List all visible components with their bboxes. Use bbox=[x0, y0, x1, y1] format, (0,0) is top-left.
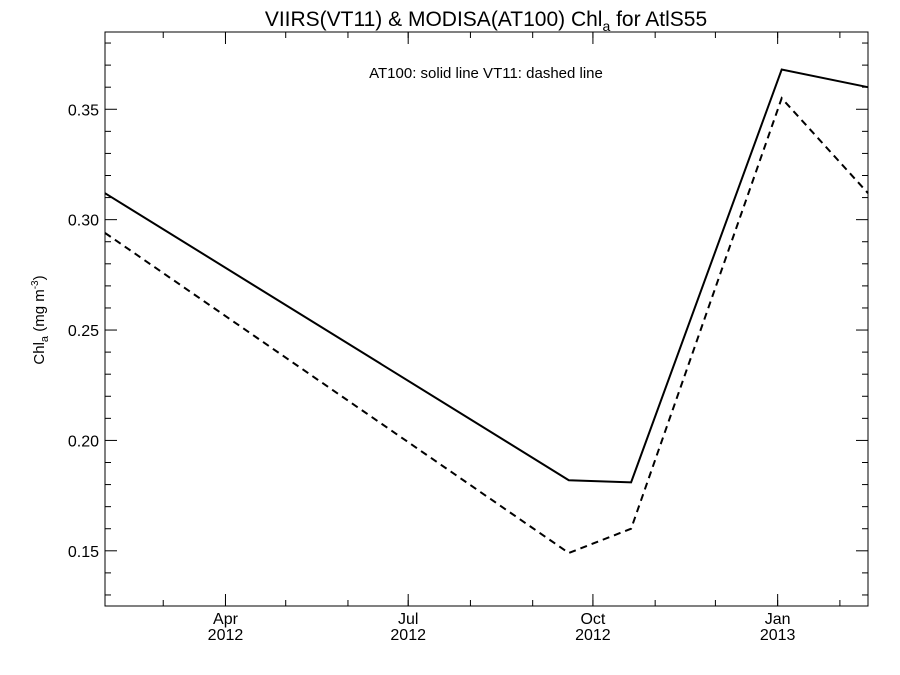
x-tick-label-year: 2012 bbox=[208, 627, 244, 644]
y-tick-label: 0.20 bbox=[68, 433, 99, 450]
chart-annotation: AT100: solid line VT11: dashed line bbox=[369, 65, 603, 82]
x-tick-label-year: 2013 bbox=[760, 627, 796, 644]
y-axis: 0.15 0.20 0.25 0.30 0.35 bbox=[68, 42, 868, 596]
series-line-at100 bbox=[104, 68, 869, 484]
y-tick-label: 0.25 bbox=[68, 323, 99, 340]
y-tick-label: 0.15 bbox=[68, 544, 99, 561]
x-tick-label-month: Jul bbox=[398, 611, 418, 628]
chart-title-tail: for AtlS55 bbox=[610, 8, 707, 31]
y-tick-label: 0.30 bbox=[68, 213, 99, 230]
x-tick-label-month: Jan bbox=[765, 611, 791, 628]
y-axis-label-unit-pre: (mg m bbox=[31, 289, 48, 336]
x-tick-label-month: Apr bbox=[213, 611, 239, 628]
plot-area-frame bbox=[104, 31, 869, 607]
y-axis-label-main: Chl bbox=[31, 342, 48, 365]
series-line-vt11 bbox=[104, 96, 869, 555]
series-layer bbox=[104, 68, 869, 555]
x-tick-label-month: Oct bbox=[580, 611, 605, 628]
y-axis-label: Chla (mg m-3) bbox=[30, 275, 51, 364]
x-tick-label-year: 2012 bbox=[390, 627, 426, 644]
y-axis-label-unit-sup: -3 bbox=[30, 280, 41, 289]
chart-title: VIIRS(VT11) & MODISA(AT100) Chla for Atl… bbox=[265, 8, 707, 34]
y-tick-label: 0.35 bbox=[68, 102, 99, 119]
chart-title-sub: a bbox=[602, 18, 610, 34]
x-tick-label-year: 2012 bbox=[575, 627, 611, 644]
y-axis-label-unit-post: ) bbox=[31, 275, 48, 280]
y-axis-label-sub: a bbox=[39, 335, 51, 342]
chart-title-main: VIIRS(VT11) & MODISA(AT100) Chl bbox=[265, 8, 603, 31]
